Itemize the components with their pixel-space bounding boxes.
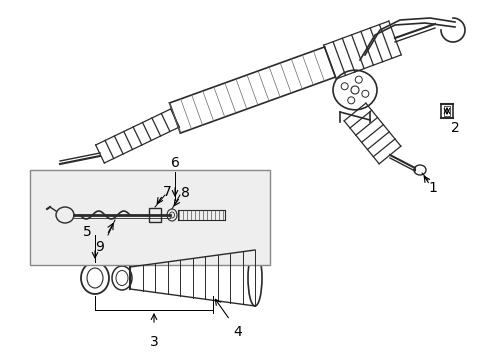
Text: 4: 4 <box>233 325 242 339</box>
Text: 5: 5 <box>82 225 91 239</box>
Bar <box>149 208 161 222</box>
Text: 1: 1 <box>427 181 437 195</box>
Text: 8: 8 <box>180 186 189 200</box>
Text: 7: 7 <box>163 185 171 199</box>
Text: 6: 6 <box>170 156 179 170</box>
Text: 9: 9 <box>95 240 104 254</box>
Text: 3: 3 <box>149 335 158 349</box>
Text: 2: 2 <box>450 121 458 135</box>
Bar <box>30 170 269 265</box>
